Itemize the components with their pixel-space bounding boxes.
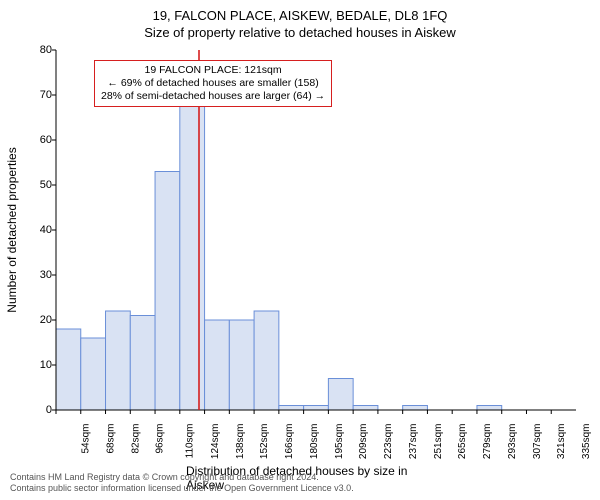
x-tick-label: 223sqm	[383, 424, 394, 460]
x-tick-label: 124sqm	[210, 424, 221, 460]
y-tick-label: 70	[40, 89, 52, 101]
x-tick-label: 68sqm	[105, 424, 116, 454]
x-tick-label: 265sqm	[458, 424, 469, 460]
y-tick-label: 80	[40, 44, 52, 56]
chart-container: 19, FALCON PLACE, AISKEW, BEDALE, DL8 1F…	[0, 0, 600, 500]
footer-line-1: Contains HM Land Registry data © Crown c…	[10, 472, 354, 483]
histogram-bar	[106, 311, 131, 410]
x-tick-label: 321sqm	[557, 424, 568, 460]
footer-line-2: Contains public sector information licen…	[10, 483, 354, 494]
histogram-bar	[155, 172, 180, 411]
y-tick-label: 60	[40, 134, 52, 146]
x-tick-label: 180sqm	[309, 424, 320, 460]
histogram-bar	[229, 320, 254, 410]
footer-attribution: Contains HM Land Registry data © Crown c…	[10, 472, 354, 495]
histogram-bar	[304, 406, 329, 411]
x-tick-label: 138sqm	[235, 424, 246, 460]
x-tick-label: 96sqm	[155, 424, 166, 454]
histogram-bar	[403, 406, 428, 411]
histogram-bar	[205, 320, 230, 410]
y-tick-label: 20	[40, 314, 52, 326]
histogram-bar	[353, 406, 378, 411]
histogram-bar	[56, 329, 81, 410]
y-tick-label: 10	[40, 359, 52, 371]
chart-title: 19, FALCON PLACE, AISKEW, BEDALE, DL8 1F…	[0, 0, 600, 23]
histogram-bar	[81, 338, 106, 410]
histogram-bar	[130, 316, 155, 411]
callout-line-3: 28% of semi-detached houses are larger (…	[101, 90, 325, 103]
x-tick-label: 110sqm	[184, 424, 195, 459]
y-tick-label: 0	[46, 404, 52, 416]
callout-box: 19 FALCON PLACE: 121sqm ← 69% of detache…	[94, 60, 332, 107]
histogram-bar	[254, 311, 279, 410]
x-tick-label: 237sqm	[408, 424, 419, 460]
histogram-bar	[328, 379, 353, 411]
histogram-bar	[180, 104, 205, 410]
chart-subtitle: Size of property relative to detached ho…	[0, 23, 600, 40]
x-tick-label: 209sqm	[358, 424, 369, 460]
y-tick-label: 40	[40, 224, 52, 236]
x-tick-label: 279sqm	[482, 424, 493, 460]
x-tick-label: 307sqm	[532, 424, 543, 460]
histogram-bar	[477, 406, 502, 411]
chart-area: Number of detached properties 0102030405…	[56, 50, 576, 410]
y-tick-label: 30	[40, 269, 52, 281]
y-axis-label: Number of detached properties	[5, 147, 19, 312]
x-tick-label: 166sqm	[284, 424, 295, 460]
y-tick-label: 50	[40, 179, 52, 191]
x-tick-label: 251sqm	[433, 424, 444, 460]
x-tick-label: 293sqm	[507, 424, 518, 460]
x-tick-label: 54sqm	[81, 424, 92, 454]
x-tick-label: 152sqm	[259, 424, 270, 460]
x-tick-label: 82sqm	[130, 424, 141, 454]
histogram-bar	[279, 406, 304, 411]
callout-line-1: 19 FALCON PLACE: 121sqm	[101, 64, 325, 77]
x-tick-label: 195sqm	[334, 424, 345, 460]
x-tick-label: 335sqm	[581, 424, 592, 460]
callout-line-2: ← 69% of detached houses are smaller (15…	[101, 77, 325, 90]
